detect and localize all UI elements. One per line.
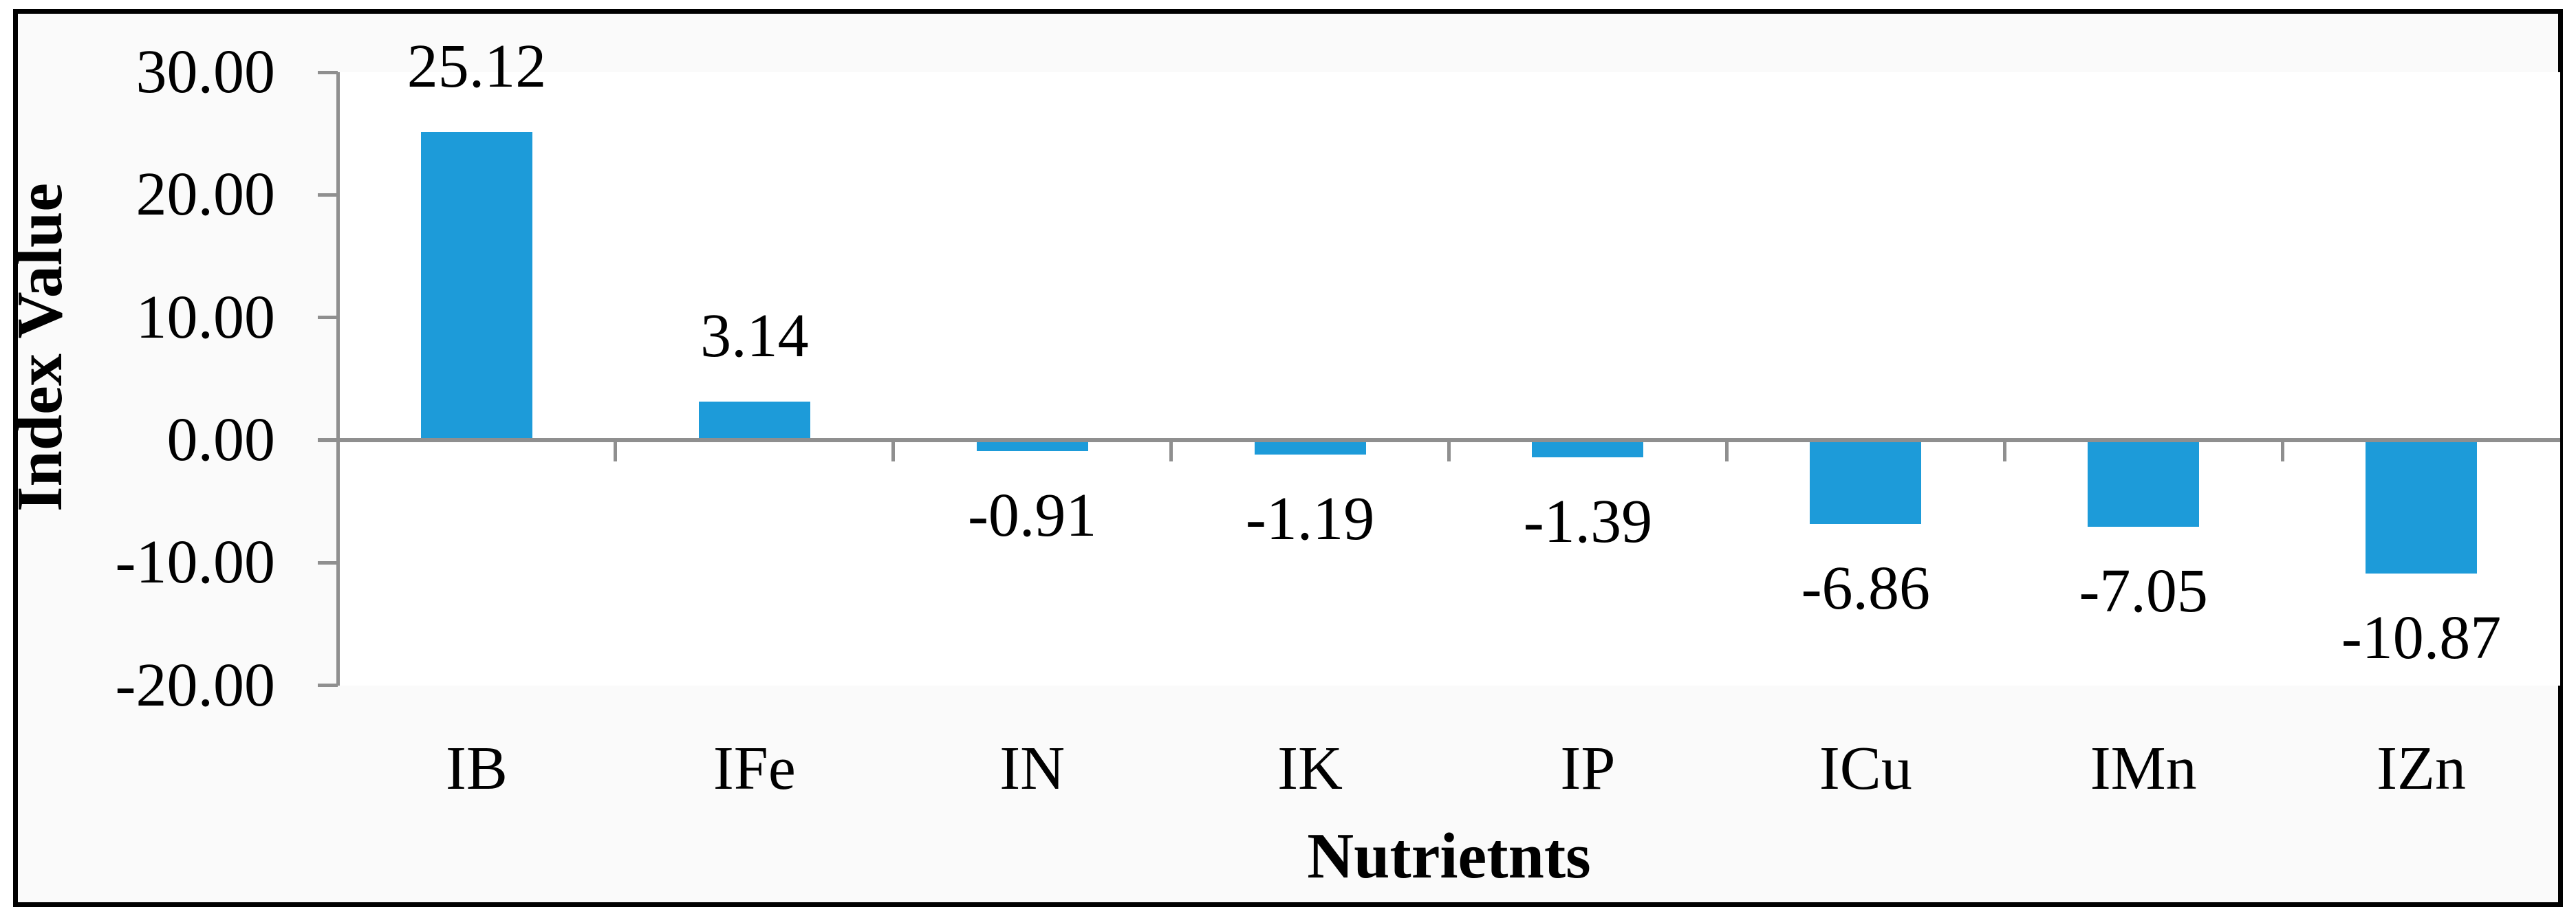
data-label-IMn: -7.05 <box>2079 556 2208 625</box>
y-axis-tick <box>318 70 338 74</box>
y-tick-label: 0.00 <box>166 406 276 474</box>
data-label-IK: -1.19 <box>1245 485 1375 554</box>
y-axis-tick <box>318 193 338 197</box>
x-tick-label-IN: IN <box>999 734 1065 803</box>
y-tick-label: -10.00 <box>115 528 275 597</box>
x-axis-tick <box>1169 442 1173 461</box>
y-axis-title: Index Value <box>4 182 76 512</box>
x-axis-tick <box>2280 442 2284 461</box>
y-axis-tick <box>318 316 338 320</box>
bar-IB <box>420 132 532 438</box>
x-axis-tick <box>891 442 896 461</box>
x-axis-tick <box>614 442 618 461</box>
x-axis-title: Nutrietnts <box>1307 820 1591 892</box>
bar-IK <box>1254 442 1366 455</box>
x-tick-label-ICu: ICu <box>1819 734 1912 803</box>
bar-IN <box>976 442 1088 452</box>
data-label-IB: 25.12 <box>407 32 547 101</box>
bar-IMn <box>2088 442 2200 527</box>
x-axis-line <box>318 438 2560 442</box>
x-tick-label-IMn: IMn <box>2090 734 2197 803</box>
x-axis-tick <box>1724 442 1729 461</box>
data-label-IZn: -10.87 <box>2341 603 2502 672</box>
y-tick-label: -20.00 <box>115 651 275 719</box>
y-tick-label: 30.00 <box>136 38 276 106</box>
y-axis-line <box>336 72 340 686</box>
bar-IP <box>1532 442 1644 457</box>
x-tick-label-IZn: IZn <box>2377 734 2467 803</box>
plot-area <box>338 72 2560 686</box>
y-tick-label: 20.00 <box>136 160 276 229</box>
data-label-IFe: 3.14 <box>700 302 809 370</box>
x-axis-tick <box>1447 442 1451 461</box>
x-tick-label-IP: IP <box>1560 734 1616 803</box>
data-label-IN: -0.91 <box>967 481 1097 550</box>
data-label-IP: -1.39 <box>1523 487 1653 556</box>
x-tick-label-IK: IK <box>1277 734 1343 803</box>
x-axis-tick <box>2002 442 2006 461</box>
y-tick-label: 10.00 <box>136 283 276 351</box>
bar-ICu <box>1810 442 1922 525</box>
x-tick-label-IB: IB <box>445 734 508 803</box>
bar-IZn <box>2366 442 2478 574</box>
y-axis-tick <box>318 560 338 565</box>
y-axis-tick <box>318 684 338 688</box>
x-tick-label-IFe: IFe <box>713 734 796 803</box>
data-label-ICu: -6.86 <box>1801 554 1931 623</box>
bar-IFe <box>698 402 810 438</box>
